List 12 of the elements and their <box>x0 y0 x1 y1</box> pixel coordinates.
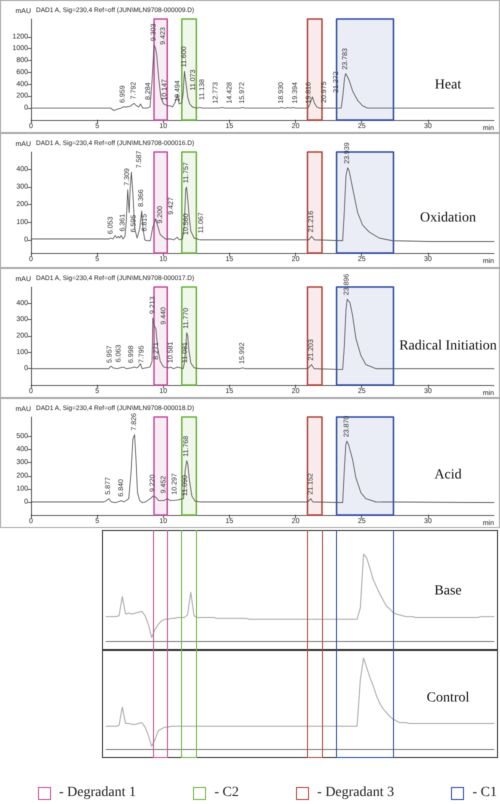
text: Acid <box>434 468 462 482</box>
line-series <box>30 44 494 111</box>
legend-label: - C1 <box>472 785 497 801</box>
text: Heat <box>434 78 462 92</box>
text: Control <box>426 690 470 706</box>
text: Base <box>434 584 462 598</box>
legend-label: - C2 <box>214 785 239 801</box>
line-series <box>30 298 494 370</box>
text: Radical Initiation <box>399 338 497 354</box>
legend-label: - Degradant 1 <box>59 785 136 801</box>
legend-label: - Degradant 3 <box>317 785 394 801</box>
text: Oxidation <box>420 210 476 226</box>
